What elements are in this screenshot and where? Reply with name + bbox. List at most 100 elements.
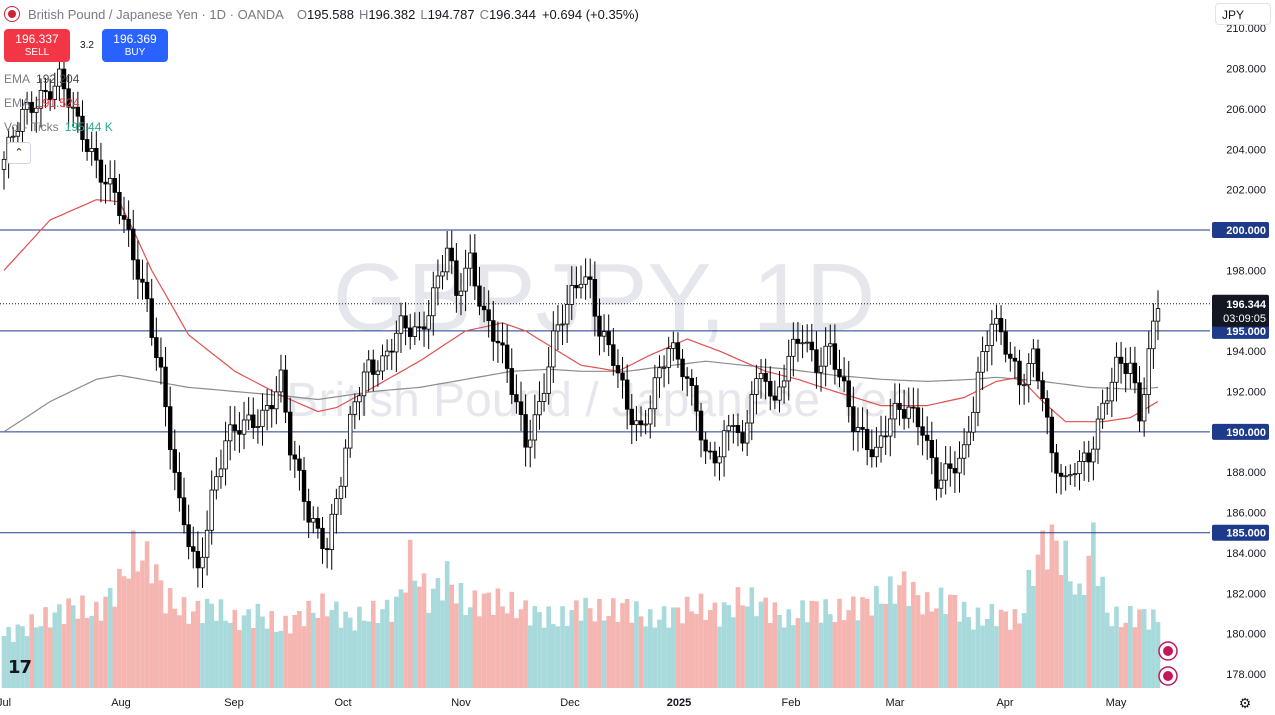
candle-body <box>24 101 30 110</box>
volume-bar <box>671 607 676 688</box>
buy-button[interactable]: 196.369 BUY <box>102 29 168 62</box>
volume-bar <box>403 592 408 688</box>
candle-body <box>167 406 173 450</box>
volume-bar <box>394 596 399 688</box>
candle-body <box>334 498 339 515</box>
candle-body <box>994 317 999 325</box>
volume-bar <box>163 613 168 688</box>
gbp-flag-icon <box>4 6 20 22</box>
candle-body <box>144 281 150 300</box>
x-tick-label: Jul <box>0 697 11 709</box>
currency-selector[interactable]: JPY <box>1215 3 1271 25</box>
currency-label: JPY <box>1222 8 1245 22</box>
volume-bar <box>1128 605 1133 688</box>
candle-body <box>652 377 658 410</box>
candle-body <box>846 380 851 408</box>
x-tick-label: Apr <box>996 697 1013 709</box>
volume-bar <box>666 627 672 688</box>
volume-bar <box>509 591 515 688</box>
sell-button[interactable]: 196.337 SELL <box>4 29 70 62</box>
candle-body <box>731 425 736 427</box>
volume-bar <box>38 626 44 688</box>
candle-body <box>1128 362 1133 374</box>
candle-body <box>181 497 187 526</box>
volume-bar <box>481 593 487 688</box>
indicator-ema-slow[interactable]: EMA 192.204 <box>4 72 79 86</box>
candle-body <box>366 359 371 373</box>
volume-bar <box>624 599 630 688</box>
volume-bar <box>698 593 704 688</box>
candle-body <box>1114 356 1119 383</box>
candle-body <box>1045 398 1050 418</box>
candle-body <box>1091 448 1096 463</box>
volume-bar <box>689 611 695 688</box>
y-tick-label: 186.000 <box>1226 508 1266 520</box>
x-tick-label: May <box>1106 697 1127 709</box>
ema-fast-line <box>3 199 1159 423</box>
level-label-box <box>1212 222 1269 238</box>
volume-bar <box>495 588 501 688</box>
event-flag-icon-core <box>1163 646 1173 656</box>
candle-body <box>440 271 445 277</box>
candle-body <box>1100 402 1105 420</box>
candle-body <box>504 344 510 369</box>
y-tick-label: 180.000 <box>1226 629 1266 641</box>
symbol-title[interactable]: British Pound / Japanese Yen · 1D · OAND… <box>28 6 284 22</box>
candle-body <box>306 501 311 523</box>
settings-gear-icon[interactable]: ⚙ <box>1238 695 1252 711</box>
candle-body <box>800 342 805 345</box>
candle-body <box>744 422 750 444</box>
candle-body <box>1137 382 1142 422</box>
volume-bar <box>740 605 745 688</box>
volume-bar <box>283 615 288 688</box>
volume-bar <box>800 600 805 688</box>
candle-body <box>324 548 330 551</box>
volume-bar <box>47 627 53 688</box>
candle-body <box>1105 400 1110 404</box>
candle-body <box>394 332 399 353</box>
candle-body <box>537 401 542 416</box>
sell-price: 196.337 <box>15 32 59 46</box>
volume-bar <box>601 620 607 688</box>
candle-body <box>347 413 353 449</box>
candle-body <box>975 371 981 413</box>
spread-value: 3.2 <box>80 40 94 51</box>
candle-body <box>1132 362 1138 384</box>
candle-body <box>449 247 454 262</box>
indicator-ema-fast[interactable]: EMA 191.524 <box>4 96 79 110</box>
collapse-indicators-button[interactable]: ⌃ <box>7 142 31 164</box>
volume-bar <box>389 621 395 688</box>
volume-bar <box>1063 540 1068 688</box>
candle-body <box>541 392 547 402</box>
volume-bar <box>320 593 325 688</box>
volume-bar <box>574 600 579 688</box>
volume-bar <box>426 612 431 688</box>
volume-bar <box>1054 540 1059 688</box>
volume-bar <box>555 626 561 688</box>
volume-bar <box>181 597 187 688</box>
indicator-volume[interactable]: Vol · Ticks 195.44 K <box>4 120 113 134</box>
volume-bar <box>214 620 219 688</box>
candle-body <box>546 366 551 394</box>
volume-bar <box>237 630 242 688</box>
volume-bar <box>421 573 427 688</box>
volume-bar <box>851 596 856 688</box>
candle-body <box>597 315 602 337</box>
y-tick-label: 192.000 <box>1226 386 1266 398</box>
candle-body <box>712 450 718 464</box>
volume-bar <box>947 594 953 688</box>
volume-bar <box>130 530 136 688</box>
volume-bar <box>883 603 888 688</box>
candle-body <box>772 395 778 401</box>
volume-bar <box>504 613 510 688</box>
candle-body <box>698 410 704 441</box>
candle-body <box>749 394 754 424</box>
candle-body <box>481 305 487 311</box>
candle-body <box>1008 353 1013 359</box>
candle-body <box>1040 380 1045 399</box>
volume-bar <box>292 615 298 688</box>
candle-body <box>611 344 616 366</box>
candle-body <box>703 439 708 452</box>
volume-bar <box>795 618 801 688</box>
